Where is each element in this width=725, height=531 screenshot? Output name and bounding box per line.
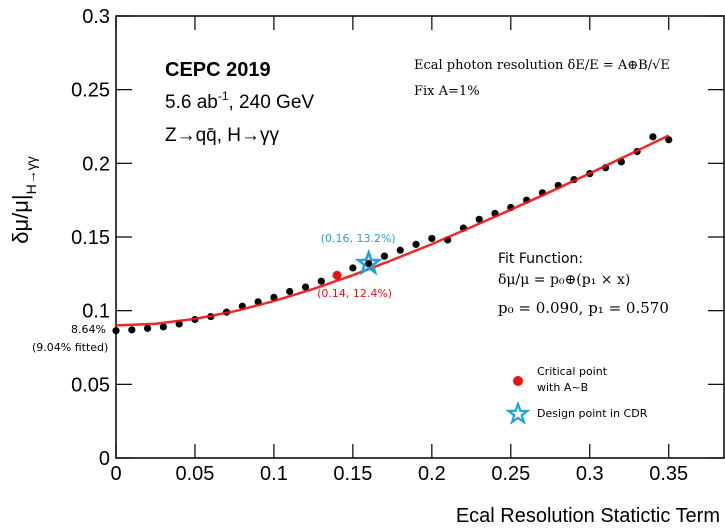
data-point [301,283,310,291]
data-point [396,246,404,254]
fit-params: p₀ = 0.090, p₁ = 0.570 [498,299,669,317]
y-tick-label: 0.05 [71,374,110,396]
data-point [349,264,357,272]
start-value: 8.64% [71,323,106,336]
y-tick-label: 0 [99,448,110,470]
data-point [475,215,483,223]
fit-line [115,134,670,327]
legend-label: Critical point with A~B [537,365,608,394]
y-tick-label: 0.3 [82,6,110,28]
start-fitted: (9.04% fitted) [32,341,109,354]
data-point [649,133,657,141]
legend-symbol [505,400,531,425]
y-tick-label: 0.2 [82,153,110,175]
critical-point [332,270,342,280]
legend-symbol [513,376,523,386]
lumi-main: 5.6 ab [165,92,218,113]
point-label: (0.14, 12.4%) [317,287,393,301]
data-point [412,240,420,248]
experiment: CEPC 2019 [165,59,271,81]
data-point [286,287,294,296]
data-point [365,259,373,268]
data-point [128,326,136,334]
y-tick-label: 0.25 [71,80,110,102]
point-label: (0.16, 13.2%) [320,231,396,245]
x-tick-label: 0.1 [260,463,288,485]
fit-title: Fit Function: [498,251,584,267]
x-tick-label: 0.25 [491,463,530,485]
data-point [380,252,389,260]
x-tick-label: 0.15 [333,463,372,485]
y-axis-title-sub: H→γγ [23,156,39,194]
plot-frame [115,15,725,459]
data-point [112,327,120,335]
data-point [317,277,325,285]
y-tick-label: 0.15 [71,227,110,249]
data-point [665,136,673,144]
resolution-text: Ecal photon resolution δE/E = A⊕B/√E [414,58,670,73]
design-point [354,248,383,276]
data-point [143,324,152,332]
x-tick-label: 0 [110,463,121,485]
process: Z→qq̄, H→γγ [165,125,280,146]
y-axis-title: δμ/μ|H→γγ [8,156,39,244]
legend-label: Design point in CDR [537,407,648,420]
data-point [428,234,436,243]
x-tick-label: 0.3 [576,463,604,485]
x-tick-label: 0.2 [418,463,446,485]
y-tick-label: 0.1 [82,301,110,323]
fix-text: Fix A=1% [414,84,480,99]
lumi-sup: -1 [218,89,229,103]
energy: , 240 GeV [229,92,315,113]
x-tick-label: 0.35 [649,463,688,485]
data-point [270,293,278,302]
data-point [159,323,167,331]
y-axis-title-main: δμ/μ| [8,194,33,243]
x-tick-label: 0.05 [175,463,214,485]
x-axis-title: Ecal Resolution Statictic Term [456,505,720,527]
fit-formula: δμ/μ = p₀⊕(p₁ × x) [498,272,631,288]
lumi: 5.6 ab-1, 240 GeV [165,89,314,113]
